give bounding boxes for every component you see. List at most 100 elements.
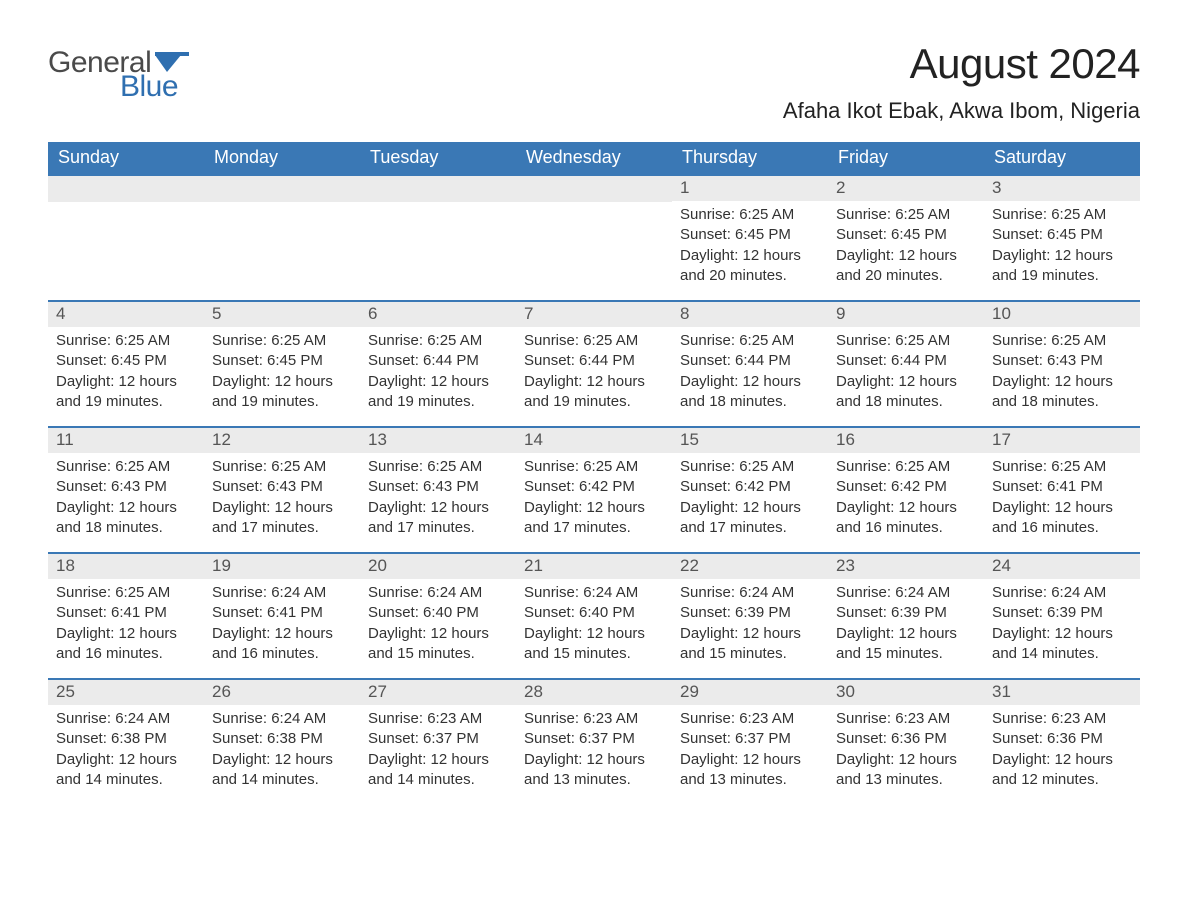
day-details: Sunrise: 6:25 AMSunset: 6:44 PMDaylight:… xyxy=(672,327,828,420)
sunrise-line: Sunrise: 6:25 AM xyxy=(212,331,352,351)
day-number: 14 xyxy=(516,428,672,453)
day-details: Sunrise: 6:23 AMSunset: 6:37 PMDaylight:… xyxy=(672,705,828,798)
sunset-line: Sunset: 6:37 PM xyxy=(368,729,508,749)
daylight-line: Daylight: 12 hours and 18 minutes. xyxy=(680,372,820,413)
sunset-line: Sunset: 6:41 PM xyxy=(212,603,352,623)
day-number: 30 xyxy=(828,680,984,705)
daylight-line: Daylight: 12 hours and 13 minutes. xyxy=(680,750,820,791)
calendar-day-cell: 18Sunrise: 6:25 AMSunset: 6:41 PMDayligh… xyxy=(48,554,204,678)
sunrise-line: Sunrise: 6:25 AM xyxy=(524,331,664,351)
day-details: Sunrise: 6:25 AMSunset: 6:41 PMDaylight:… xyxy=(48,579,204,672)
daylight-line: Daylight: 12 hours and 14 minutes. xyxy=(212,750,352,791)
sunset-line: Sunset: 6:39 PM xyxy=(836,603,976,623)
day-details: Sunrise: 6:24 AMSunset: 6:38 PMDaylight:… xyxy=(48,705,204,798)
calendar-day-cell: 9Sunrise: 6:25 AMSunset: 6:44 PMDaylight… xyxy=(828,302,984,426)
calendar-day-cell: 6Sunrise: 6:25 AMSunset: 6:44 PMDaylight… xyxy=(360,302,516,426)
daylight-line: Daylight: 12 hours and 17 minutes. xyxy=(368,498,508,539)
calendar-week: 25Sunrise: 6:24 AMSunset: 6:38 PMDayligh… xyxy=(48,678,1140,804)
sunrise-line: Sunrise: 6:25 AM xyxy=(524,457,664,477)
sunset-line: Sunset: 6:37 PM xyxy=(524,729,664,749)
day-number-empty xyxy=(360,176,516,202)
calendar-week: 18Sunrise: 6:25 AMSunset: 6:41 PMDayligh… xyxy=(48,552,1140,678)
sunrise-line: Sunrise: 6:24 AM xyxy=(212,709,352,729)
day-number: 9 xyxy=(828,302,984,327)
calendar-day-cell: 15Sunrise: 6:25 AMSunset: 6:42 PMDayligh… xyxy=(672,428,828,552)
dow-sunday: Sunday xyxy=(48,142,204,174)
daylight-line: Daylight: 12 hours and 19 minutes. xyxy=(524,372,664,413)
day-number: 3 xyxy=(984,176,1140,201)
calendar-day-cell: 19Sunrise: 6:24 AMSunset: 6:41 PMDayligh… xyxy=(204,554,360,678)
day-details: Sunrise: 6:25 AMSunset: 6:44 PMDaylight:… xyxy=(828,327,984,420)
day-number: 6 xyxy=(360,302,516,327)
day-details: Sunrise: 6:25 AMSunset: 6:44 PMDaylight:… xyxy=(516,327,672,420)
sunrise-line: Sunrise: 6:25 AM xyxy=(992,457,1132,477)
day-number: 26 xyxy=(204,680,360,705)
day-number: 10 xyxy=(984,302,1140,327)
day-number: 22 xyxy=(672,554,828,579)
sunset-line: Sunset: 6:36 PM xyxy=(992,729,1132,749)
daylight-line: Daylight: 12 hours and 20 minutes. xyxy=(680,246,820,287)
sunset-line: Sunset: 6:45 PM xyxy=(836,225,976,245)
sunset-line: Sunset: 6:45 PM xyxy=(992,225,1132,245)
calendar-day-cell: 7Sunrise: 6:25 AMSunset: 6:44 PMDaylight… xyxy=(516,302,672,426)
day-number-empty xyxy=(48,176,204,202)
sunset-line: Sunset: 6:42 PM xyxy=(524,477,664,497)
day-details: Sunrise: 6:25 AMSunset: 6:42 PMDaylight:… xyxy=(828,453,984,546)
daylight-line: Daylight: 12 hours and 17 minutes. xyxy=(524,498,664,539)
month-title: August 2024 xyxy=(783,40,1140,88)
day-number: 1 xyxy=(672,176,828,201)
day-details: Sunrise: 6:25 AMSunset: 6:45 PMDaylight:… xyxy=(204,327,360,420)
sunset-line: Sunset: 6:39 PM xyxy=(992,603,1132,623)
calendar-day-cell: 27Sunrise: 6:23 AMSunset: 6:37 PMDayligh… xyxy=(360,680,516,804)
sunset-line: Sunset: 6:42 PM xyxy=(680,477,820,497)
day-number: 8 xyxy=(672,302,828,327)
day-details: Sunrise: 6:23 AMSunset: 6:36 PMDaylight:… xyxy=(828,705,984,798)
sunrise-line: Sunrise: 6:25 AM xyxy=(836,331,976,351)
dow-thursday: Thursday xyxy=(672,142,828,174)
sunrise-line: Sunrise: 6:24 AM xyxy=(680,583,820,603)
daylight-line: Daylight: 12 hours and 18 minutes. xyxy=(836,372,976,413)
day-details: Sunrise: 6:25 AMSunset: 6:43 PMDaylight:… xyxy=(48,453,204,546)
sunset-line: Sunset: 6:45 PM xyxy=(212,351,352,371)
sunrise-line: Sunrise: 6:25 AM xyxy=(368,457,508,477)
sunrise-line: Sunrise: 6:24 AM xyxy=(524,583,664,603)
sunrise-line: Sunrise: 6:25 AM xyxy=(992,205,1132,225)
calendar-week: 4Sunrise: 6:25 AMSunset: 6:45 PMDaylight… xyxy=(48,300,1140,426)
title-block: August 2024 Afaha Ikot Ebak, Akwa Ibom, … xyxy=(783,40,1140,124)
sunrise-line: Sunrise: 6:23 AM xyxy=(524,709,664,729)
calendar-day-cell: 4Sunrise: 6:25 AMSunset: 6:45 PMDaylight… xyxy=(48,302,204,426)
sunrise-line: Sunrise: 6:25 AM xyxy=(992,331,1132,351)
dow-tuesday: Tuesday xyxy=(360,142,516,174)
day-details: Sunrise: 6:24 AMSunset: 6:39 PMDaylight:… xyxy=(672,579,828,672)
calendar-day-cell: 10Sunrise: 6:25 AMSunset: 6:43 PMDayligh… xyxy=(984,302,1140,426)
daylight-line: Daylight: 12 hours and 19 minutes. xyxy=(212,372,352,413)
sunrise-line: Sunrise: 6:25 AM xyxy=(368,331,508,351)
dow-monday: Monday xyxy=(204,142,360,174)
day-number-empty xyxy=(516,176,672,202)
daylight-line: Daylight: 12 hours and 15 minutes. xyxy=(680,624,820,665)
calendar-day-cell xyxy=(48,176,204,300)
calendar-day-cell: 29Sunrise: 6:23 AMSunset: 6:37 PMDayligh… xyxy=(672,680,828,804)
calendar-day-cell: 13Sunrise: 6:25 AMSunset: 6:43 PMDayligh… xyxy=(360,428,516,552)
daylight-line: Daylight: 12 hours and 15 minutes. xyxy=(368,624,508,665)
calendar-day-cell: 8Sunrise: 6:25 AMSunset: 6:44 PMDaylight… xyxy=(672,302,828,426)
sunrise-line: Sunrise: 6:25 AM xyxy=(836,457,976,477)
day-number: 15 xyxy=(672,428,828,453)
dow-wednesday: Wednesday xyxy=(516,142,672,174)
daylight-line: Daylight: 12 hours and 16 minutes. xyxy=(212,624,352,665)
day-details: Sunrise: 6:25 AMSunset: 6:44 PMDaylight:… xyxy=(360,327,516,420)
daylight-line: Daylight: 12 hours and 14 minutes. xyxy=(368,750,508,791)
day-details: Sunrise: 6:25 AMSunset: 6:43 PMDaylight:… xyxy=(204,453,360,546)
daylight-line: Daylight: 12 hours and 17 minutes. xyxy=(212,498,352,539)
day-number: 27 xyxy=(360,680,516,705)
sunset-line: Sunset: 6:39 PM xyxy=(680,603,820,623)
day-details: Sunrise: 6:25 AMSunset: 6:45 PMDaylight:… xyxy=(672,201,828,294)
daylight-line: Daylight: 12 hours and 19 minutes. xyxy=(992,246,1132,287)
sunrise-line: Sunrise: 6:25 AM xyxy=(680,331,820,351)
calendar-day-cell: 31Sunrise: 6:23 AMSunset: 6:36 PMDayligh… xyxy=(984,680,1140,804)
sunrise-line: Sunrise: 6:25 AM xyxy=(680,457,820,477)
page-header: General Blue August 2024 Afaha Ikot Ebak… xyxy=(48,40,1140,124)
daylight-line: Daylight: 12 hours and 14 minutes. xyxy=(56,750,196,791)
sunset-line: Sunset: 6:40 PM xyxy=(368,603,508,623)
day-number: 20 xyxy=(360,554,516,579)
